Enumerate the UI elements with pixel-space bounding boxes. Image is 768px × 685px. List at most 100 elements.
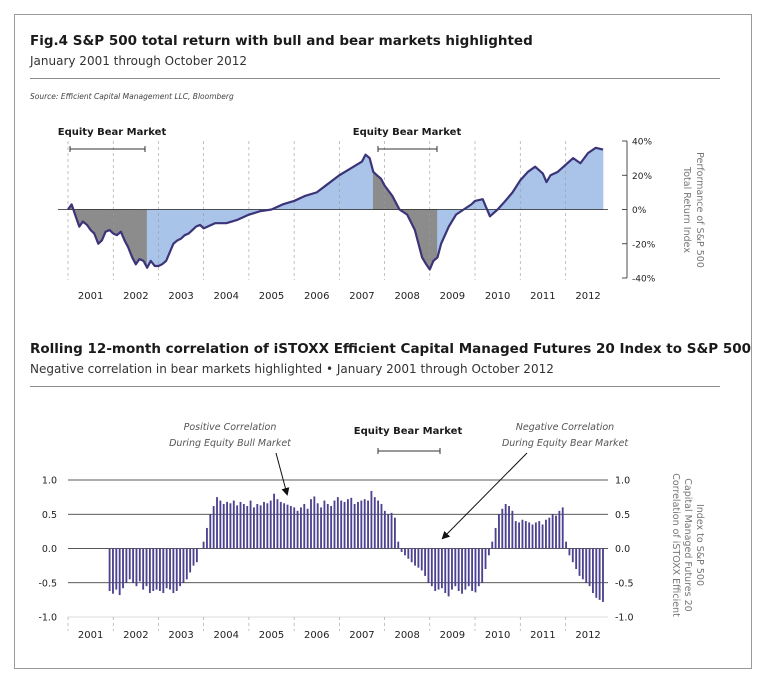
correlation-bar	[189, 548, 192, 573]
x-tick-label: 2001	[78, 630, 103, 641]
correlation-bar	[383, 510, 386, 549]
correlation-bar	[377, 500, 380, 549]
correlation-bar	[410, 548, 413, 563]
correlation-bar	[118, 548, 121, 596]
correlation-bar	[310, 499, 312, 549]
correlation-bar	[152, 548, 155, 591]
correlation-bar	[508, 506, 510, 549]
correlation-bar	[159, 548, 161, 591]
correlation-bar	[232, 500, 235, 549]
correlation-rule	[30, 386, 720, 387]
figure-frame	[14, 14, 752, 669]
correlation-bar	[135, 548, 138, 587]
correlation-bar	[491, 541, 494, 549]
correlation-bar	[451, 548, 453, 590]
x-tick-label: 2008	[394, 630, 419, 641]
x-tick-label: 2006	[304, 630, 329, 641]
correlation-bar	[122, 548, 124, 589]
correlation-bar	[467, 548, 470, 587]
correlation-bar	[444, 548, 447, 594]
correlation-bar	[115, 548, 118, 590]
correlation-bar	[363, 499, 366, 549]
negative-annotation-line: Negative Correlation	[516, 422, 614, 433]
correlation-bar	[558, 510, 561, 549]
correlation-bar	[320, 507, 322, 549]
title-rule	[30, 78, 720, 79]
correlation-bar	[132, 548, 135, 583]
correlation-bar	[179, 548, 182, 587]
positive-annotation-line: Positive Correlation	[184, 422, 277, 433]
x-tick-label: 2008	[394, 291, 419, 302]
correlation-bar	[242, 503, 245, 549]
correlation-bar	[195, 548, 198, 563]
correlation-bar	[565, 541, 568, 549]
correlation-bar	[185, 548, 188, 580]
y-axis-label: Correlation of iSTOXX Efficient Capital M…	[670, 473, 705, 617]
correlation-bar	[481, 548, 484, 583]
correlation-bar	[494, 527, 497, 549]
correlation-bar	[380, 503, 383, 549]
negative-annotation-line: During Equity Bear Market	[502, 438, 629, 449]
x-tick-label: 2009	[440, 630, 465, 641]
correlation-bar	[477, 548, 480, 587]
correlation-bar	[323, 500, 326, 549]
correlation-bar	[343, 501, 346, 549]
y-axis-label-line: Capital Managed Futures 20	[682, 478, 693, 611]
correlation-bar	[504, 503, 507, 549]
correlation-bar	[192, 548, 195, 566]
correlation-bar	[239, 501, 242, 549]
correlation-bar	[471, 548, 474, 591]
figure-title: Fig.4 S&P 500 total return with bull and…	[30, 33, 533, 49]
correlation-bar	[585, 548, 588, 583]
correlation-bar	[142, 548, 145, 590]
correlation-bar	[390, 512, 393, 549]
correlation-bar	[279, 501, 282, 549]
correlation-bar	[336, 497, 339, 549]
correlation-subtitle: Negative correlation in bear markets hig…	[30, 362, 554, 376]
correlation-bar	[393, 517, 396, 549]
correlation-bar	[417, 548, 420, 568]
x-tick-label: 2007	[349, 291, 374, 302]
correlation-bar	[289, 506, 292, 549]
correlation-bar	[370, 490, 373, 549]
correlation-bar	[182, 548, 185, 583]
correlation-bar	[414, 548, 416, 566]
x-tick-label: 2001	[78, 291, 103, 302]
correlation-bar	[595, 548, 598, 598]
correlation-bar	[212, 506, 215, 549]
correlation-bar	[360, 500, 363, 549]
y-axis-label-line: Correlation of iSTOXX Efficient	[670, 473, 681, 617]
correlation-bar	[457, 548, 460, 591]
correlation-bar	[598, 548, 601, 600]
bear-market-label: Equity Bear Market	[353, 127, 462, 138]
x-tick-label: 2005	[259, 630, 284, 641]
y-tick-label-right: 0.0	[615, 544, 630, 555]
y-tick-label-left: 0.0	[42, 544, 57, 555]
x-tick-label: 2005	[259, 291, 284, 302]
bear-market-label: Equity Bear Market	[58, 127, 167, 138]
correlation-bar	[330, 506, 333, 549]
correlation-bar	[400, 548, 403, 552]
correlation-bar	[125, 548, 128, 583]
correlation-bar	[296, 510, 299, 549]
x-tick-label: 2003	[168, 630, 193, 641]
correlation-bar	[202, 541, 205, 549]
correlation-bar	[293, 507, 296, 549]
y-tick-label: 40%	[632, 138, 652, 148]
bear-market-label: Equity Bear Market	[354, 426, 463, 437]
correlation-bar	[216, 497, 218, 549]
correlation-bar	[112, 548, 114, 594]
correlation-bar	[259, 505, 262, 549]
correlation-bar	[340, 500, 343, 549]
correlation-bar	[437, 548, 440, 590]
correlation-bar	[424, 548, 427, 576]
y-tick-label-left: -1.0	[38, 613, 57, 624]
correlation-bar	[568, 548, 571, 556]
correlation-bar	[373, 497, 376, 549]
correlation-bar	[175, 548, 178, 591]
correlation-bar	[531, 524, 534, 549]
correlation-bar	[487, 548, 490, 556]
correlation-bar	[447, 548, 450, 597]
correlation-bar	[434, 548, 437, 591]
